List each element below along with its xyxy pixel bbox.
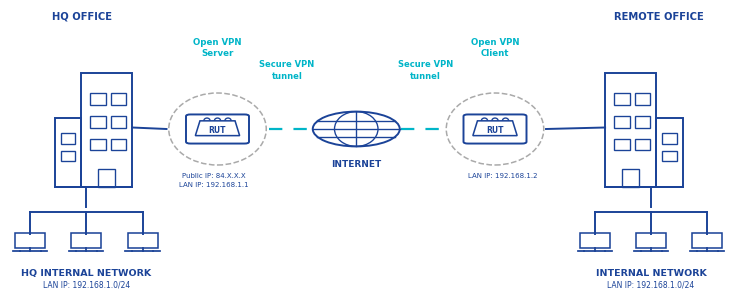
Bar (605, 73, 656, 187)
Text: Public IP: 84.X.X.X: Public IP: 84.X.X.X (182, 172, 245, 178)
Text: HQ OFFICE: HQ OFFICE (53, 11, 112, 22)
Bar (81, 73, 132, 187)
Bar (614, 139, 629, 150)
Text: RUT: RUT (209, 126, 226, 135)
Text: RUT: RUT (486, 126, 504, 135)
Text: Secure VPN
tunnel: Secure VPN tunnel (260, 60, 314, 80)
Bar (111, 93, 126, 105)
Text: Secure VPN
tunnel: Secure VPN tunnel (398, 60, 453, 80)
Bar (15, 233, 45, 248)
Bar (656, 118, 682, 187)
Text: INTERNAL NETWORK: INTERNAL NETWORK (596, 269, 706, 278)
Text: Open VPN
Client: Open VPN Client (471, 38, 519, 58)
Bar (580, 233, 610, 248)
Bar (90, 116, 106, 128)
Bar (90, 139, 106, 150)
Bar (61, 134, 75, 144)
Text: LAN IP: 192.168.1.2: LAN IP: 192.168.1.2 (468, 172, 537, 178)
Bar (55, 118, 81, 187)
Bar (90, 93, 106, 105)
Bar (98, 169, 115, 187)
Bar (622, 169, 639, 187)
Bar (692, 233, 722, 248)
Text: LAN IP: 192.168.1.0/24: LAN IP: 192.168.1.0/24 (608, 280, 694, 290)
Bar (111, 116, 126, 128)
Text: Open VPN
Server: Open VPN Server (194, 38, 242, 58)
Text: INTERNET: INTERNET (332, 160, 381, 169)
Text: REMOTE OFFICE: REMOTE OFFICE (614, 11, 704, 22)
FancyBboxPatch shape (464, 115, 526, 144)
Text: LAN IP: 192.168.1.0/24: LAN IP: 192.168.1.0/24 (43, 280, 130, 290)
Bar (61, 151, 75, 161)
Bar (128, 233, 158, 248)
Bar (634, 139, 650, 150)
Bar (662, 151, 676, 161)
Bar (614, 116, 629, 128)
Bar (111, 139, 126, 150)
Bar (614, 93, 629, 105)
Bar (71, 233, 101, 248)
Bar (634, 116, 650, 128)
Bar (636, 233, 666, 248)
FancyBboxPatch shape (186, 115, 249, 144)
Bar (634, 93, 650, 105)
Bar (662, 134, 676, 144)
Text: HQ INTERNAL NETWORK: HQ INTERNAL NETWORK (21, 269, 152, 278)
Text: LAN IP: 192.168.1.1: LAN IP: 192.168.1.1 (179, 182, 248, 188)
